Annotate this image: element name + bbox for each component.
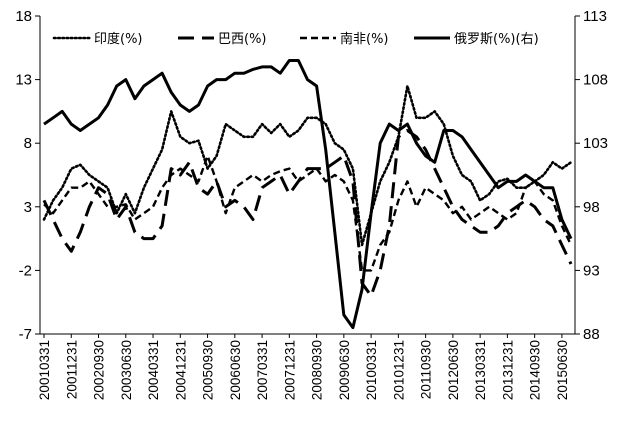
- right-tick-label: 93: [583, 262, 600, 279]
- x-tick-label: 20140930: [528, 340, 543, 400]
- x-tick-label: 20020930: [92, 340, 107, 400]
- right-tick-label: 108: [583, 72, 608, 89]
- x-tick-label: 20080930: [310, 340, 325, 400]
- legend-label-3: 俄罗斯(%)(右): [454, 32, 539, 47]
- x-tick-label: 20070331: [255, 340, 270, 400]
- x-tick-label: 20150630: [555, 340, 570, 400]
- left-tick-label: 3: [24, 199, 32, 216]
- x-tick-label: 20050930: [201, 340, 216, 400]
- left-tick-label: -7: [19, 326, 32, 343]
- series-line-2: [43, 154, 573, 272]
- series-line-0: [42, 84, 573, 247]
- x-tick-label: 20041231: [173, 340, 188, 400]
- plot-frame: [39, 16, 576, 335]
- legend-label-2: 南非(%): [340, 31, 389, 47]
- x-tick-label: 20100331: [364, 340, 379, 400]
- right-tick-label: 98: [583, 199, 600, 216]
- series-lines: [42, 59, 573, 330]
- x-tick-label: 20131231: [500, 340, 515, 400]
- legend: 印度(%) 巴西(%) 南非(%) 俄罗斯(%)(右): [52, 31, 539, 47]
- series-line-3: [43, 59, 573, 330]
- right-tick-label: 113: [583, 8, 607, 25]
- x-tick-label: 20060630: [228, 340, 243, 400]
- right-tick-label: 103: [583, 135, 608, 152]
- x-tick-label: 20130331: [473, 340, 488, 400]
- x-tick-label: 20110930: [419, 340, 434, 399]
- x-tick-label: 20030630: [119, 340, 134, 400]
- left-axis-ticks: -7 -2 3 8 13 18: [15, 8, 40, 343]
- x-tick-label: 20010331: [37, 340, 52, 400]
- x-tick-label: 20071231: [282, 340, 297, 400]
- legend-label-0: 印度(%): [94, 31, 143, 47]
- left-tick-label: -2: [19, 262, 32, 279]
- left-tick-label: 8: [24, 135, 32, 152]
- left-tick-label: 18: [15, 8, 32, 25]
- x-axis-ticks: 20010331 20011231 20020930 20030630 20040331…: [37, 334, 570, 400]
- x-tick-label: 20101231: [391, 340, 406, 400]
- left-tick-label: 13: [15, 72, 32, 89]
- right-tick-label: 88: [583, 326, 600, 343]
- series-line-1: [42, 129, 573, 298]
- right-axis-ticks: 88 93 98 103 108 113: [575, 8, 608, 343]
- x-tick-label: 20090630: [337, 340, 352, 400]
- legend-label-1: 巴西(%): [218, 32, 267, 47]
- x-tick-label: 20120630: [446, 340, 461, 400]
- x-tick-label: 20040331: [146, 340, 161, 400]
- x-tick-label: 20011231: [64, 340, 79, 399]
